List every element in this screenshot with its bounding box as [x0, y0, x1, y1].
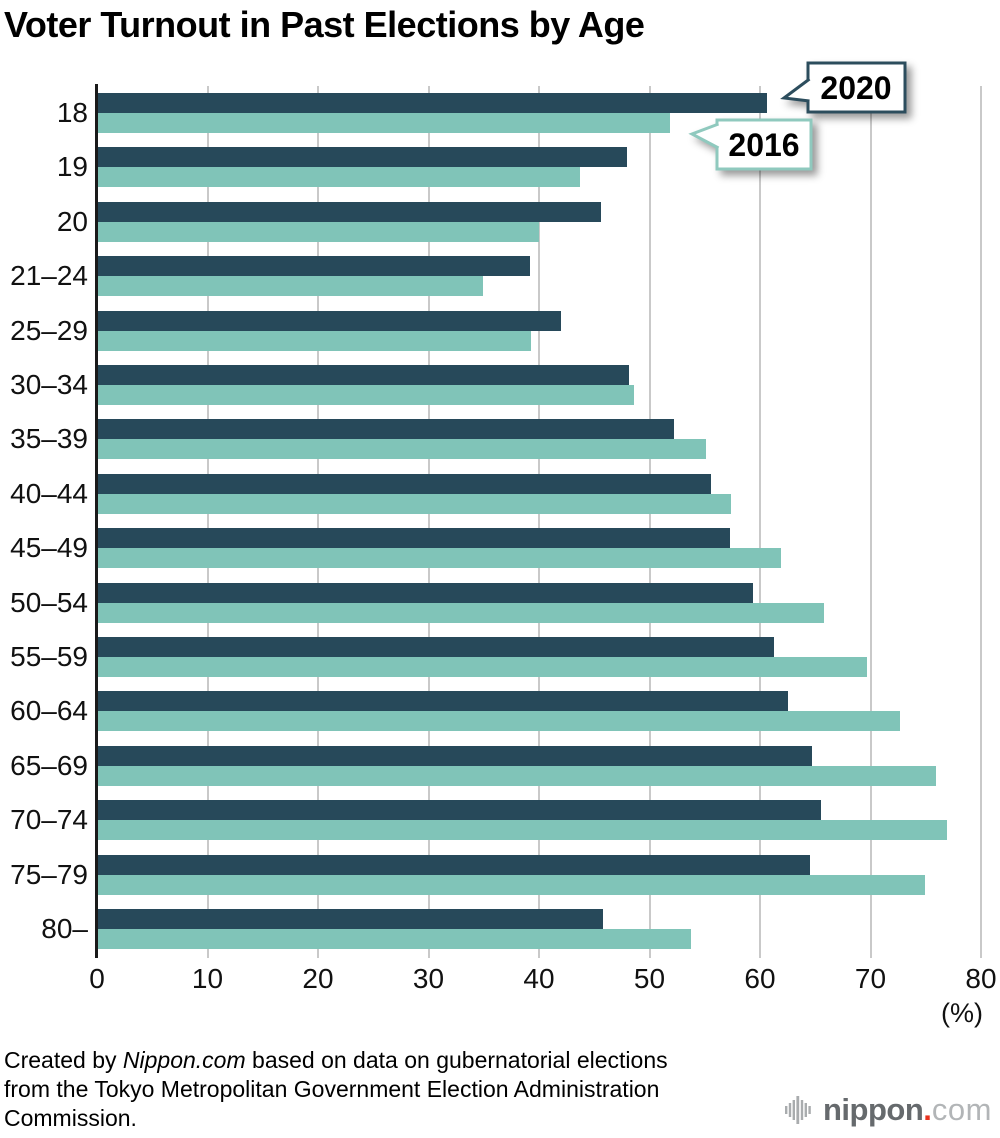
- x-axis-unit-label: (%): [941, 998, 983, 1028]
- gridline-80: [980, 86, 982, 958]
- logo-nippon-text: nippon: [823, 1092, 924, 1127]
- bar-2016-75–79: [97, 874, 925, 895]
- nippon-com-logo: nippon. com: [785, 1092, 992, 1128]
- bar-2020-55–59: [97, 637, 775, 657]
- bar-2020-21–24: [97, 256, 531, 277]
- ylabel-18: 18: [56, 97, 88, 128]
- bar-2020-40–44: [97, 473, 712, 494]
- gridline-40: [538, 86, 540, 958]
- bar-2020-60–64: [97, 691, 788, 712]
- ylabel-70–74: 70–74: [10, 804, 88, 836]
- bar-2016-80–: [97, 929, 692, 949]
- bar-2020-30–34: [97, 365, 629, 385]
- ylabel-20: 20: [56, 205, 88, 237]
- logo-com-text: com: [931, 1092, 992, 1127]
- bar-2016-50–54: [97, 602, 825, 623]
- ylabel-80–: 80–: [41, 913, 88, 944]
- ylabel-40–44: 40–44: [10, 477, 88, 509]
- source-line1-suffix: based on data on gubernatorial elections: [245, 1047, 668, 1073]
- gridline-70: [869, 86, 872, 958]
- ylabel-65–69: 65–69: [10, 749, 88, 781]
- ylabel-35–39: 35–39: [10, 423, 88, 455]
- bar-2016-25–29: [97, 330, 532, 351]
- bar-2016-20: [97, 221, 539, 242]
- xtick-label-80: 80: [965, 963, 997, 994]
- bar-2016-65–69: [97, 765, 936, 786]
- bar-2016-30–34: [97, 385, 635, 405]
- bar-2020-20: [97, 201, 601, 222]
- bar-2016-19: [97, 167, 580, 188]
- legend-label-2016: 2016: [728, 127, 799, 163]
- bar-2020-45–49: [97, 528, 731, 549]
- callout-box-2020: [806, 61, 907, 114]
- bar-2020-80–: [97, 909, 604, 929]
- legend-callout-2016: 2016: [688, 118, 813, 171]
- bar-2016-18: [97, 113, 671, 133]
- gridline-10: [206, 86, 209, 958]
- bar-2020-50–54: [97, 582, 754, 603]
- source-line1-prefix: Created by: [4, 1047, 123, 1073]
- callout-pointer-2016: [692, 124, 719, 148]
- bar-2020-19: [97, 147, 628, 168]
- bar-2016-70–74: [97, 820, 947, 841]
- bar-2016-35–39: [97, 439, 706, 460]
- bar-2020-35–39: [97, 419, 674, 440]
- bar-2016-40–44: [97, 493, 732, 514]
- xtick-label-30: 30: [412, 963, 445, 994]
- ylabel-21–24: 21–24: [10, 260, 88, 292]
- ylabel-60–64: 60–64: [10, 695, 88, 727]
- bar-2016-45–49: [97, 548, 781, 569]
- bar-2020-65–69: [97, 745, 812, 766]
- xtick-label-10: 10: [191, 963, 224, 994]
- xtick-label-60: 60: [744, 963, 776, 994]
- ylabel-55–59: 55–59: [10, 641, 88, 672]
- source-note: Created by Nippon.com based on data on g…: [4, 1046, 784, 1133]
- ylabel-45–49: 45–49: [10, 532, 88, 564]
- ylabel-25–29: 25–29: [10, 314, 88, 346]
- bar-2020-18: [97, 93, 767, 113]
- source-line2: from the Tokyo Metropolitan Government E…: [4, 1076, 660, 1102]
- gridline-60: [759, 86, 761, 958]
- gridline-50: [648, 86, 651, 958]
- legend-label-2020: 2020: [820, 70, 891, 106]
- ylabel-50–54: 50–54: [10, 586, 88, 618]
- y-axis-line: [95, 84, 98, 958]
- source-line3: Commission.: [4, 1105, 137, 1131]
- bar-2016-55–59: [97, 657, 868, 677]
- logo-dot: .: [923, 1092, 932, 1127]
- bar-2020-75–79: [97, 854, 810, 875]
- chart-title: Voter Turnout in Past Elections by Age: [4, 4, 645, 45]
- ylabel-75–79: 75–79: [10, 858, 88, 890]
- bar-2020-70–74: [97, 800, 821, 821]
- xtick-label-50: 50: [633, 963, 666, 994]
- gridline-30: [427, 86, 430, 958]
- xtick-label-70: 70: [854, 963, 887, 994]
- bar-2016-60–64: [97, 711, 901, 732]
- legend-callout-2020: 2020: [780, 61, 907, 114]
- soundwave-bars-icon: [785, 1096, 811, 1124]
- bar-2020-25–29: [97, 310, 562, 331]
- xtick-label-0: 0: [89, 963, 105, 994]
- ylabel-30–34: 30–34: [10, 369, 88, 400]
- xtick-label-40: 40: [523, 963, 555, 994]
- source-brand: Nippon.com: [122, 1047, 246, 1073]
- bar-2016-21–24: [97, 276, 483, 297]
- ylabel-19: 19: [56, 151, 88, 183]
- xtick-label-20: 20: [302, 963, 334, 994]
- gridline-20: [317, 86, 319, 958]
